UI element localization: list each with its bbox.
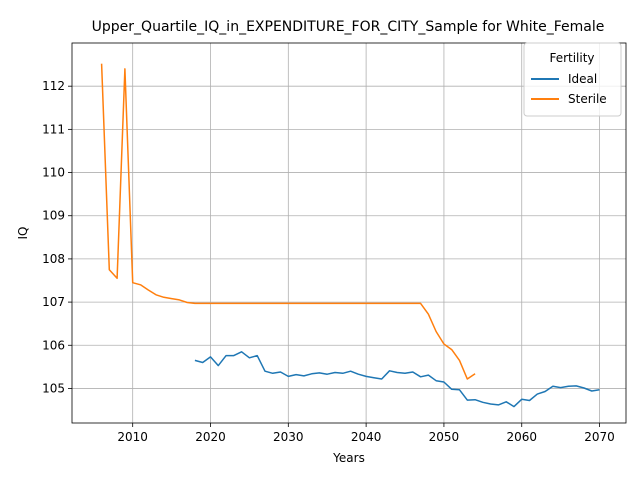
x-tick-label: 2070: [584, 430, 615, 444]
chart-title: Upper_Quartile_IQ_in_EXPENDITURE_FOR_CIT…: [92, 19, 605, 35]
x-tick-label: 2040: [351, 430, 382, 444]
x-tick-label: 2010: [117, 430, 148, 444]
axis-ticks: 2010 2020 2030 2040 2050 2060 2070 105 106 107 108…: [42, 79, 615, 444]
y-tick-label: 112: [42, 79, 65, 93]
series-line-sterile: [100, 63, 476, 380]
x-tick-label: 2050: [429, 430, 460, 444]
y-axis-label: IQ: [16, 227, 30, 240]
x-tick-label: 2030: [273, 430, 304, 444]
y-tick-label: 106: [42, 338, 65, 352]
y-tick-label: 111: [42, 122, 65, 136]
legend-title: Fertility: [549, 51, 594, 65]
y-tick-label: 108: [42, 252, 65, 266]
y-tick-label: 105: [42, 381, 65, 395]
y-tick-label: 109: [42, 209, 65, 223]
series-line-ideal: [194, 351, 600, 408]
legend: Fertility Ideal Sterile: [523, 42, 622, 117]
grid: [72, 43, 626, 423]
legend-label-ideal: Ideal: [568, 72, 597, 86]
legend-label-sterile: Sterile: [568, 92, 607, 106]
y-tick-label: 110: [42, 166, 65, 180]
series-lines: [100, 63, 600, 408]
x-tick-label: 2020: [195, 430, 226, 444]
plot-frame: [71, 42, 627, 424]
x-axis-label: Years: [332, 451, 365, 465]
x-tick-label: 2060: [506, 430, 537, 444]
legend-box: [523, 42, 622, 117]
y-tick-label: 107: [42, 295, 65, 309]
